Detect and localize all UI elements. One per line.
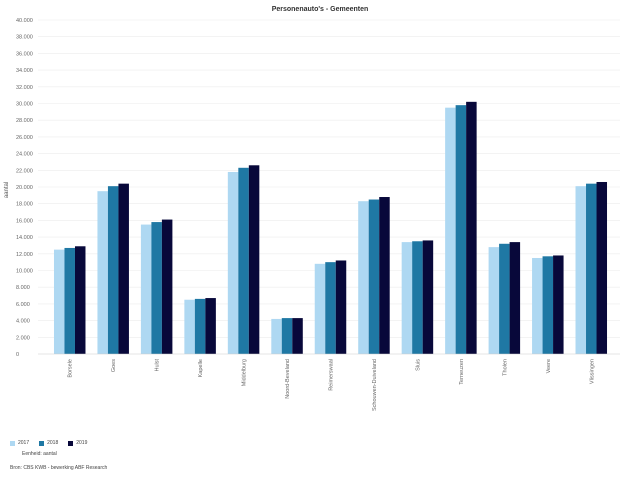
- chart-title: Personenauto's - Gemeenten: [272, 6, 369, 13]
- y-tick-label: 32.000: [16, 85, 33, 91]
- bar-2017-vlissingen[interactable]: [575, 186, 587, 354]
- y-tick-label: 8.000: [16, 285, 30, 291]
- x-tick-label: Vlissingen: [589, 359, 595, 384]
- unit-note: Eenheid: aantal: [22, 451, 57, 457]
- y-tick-label: 22.000: [16, 168, 33, 174]
- y-tick-label: 12.000: [16, 252, 33, 258]
- bar-2018-noord-beveland[interactable]: [281, 318, 293, 354]
- y-tick-label: 38.000: [16, 35, 33, 41]
- x-tick-label: Borsele: [68, 359, 74, 378]
- bar-2019-reimerswaal[interactable]: [335, 260, 347, 354]
- bar-2019-goes[interactable]: [118, 183, 129, 354]
- x-tick-label: Sluis: [415, 359, 421, 371]
- bar-2017-hulst[interactable]: [140, 224, 152, 354]
- x-tick-label: Veere: [546, 359, 552, 373]
- y-axis-label: aantal: [4, 182, 10, 198]
- bar-2017-reimerswaal[interactable]: [314, 263, 326, 354]
- bar-2017-middelburg[interactable]: [227, 171, 239, 354]
- x-axis-ticks: Borsele Goes Hulst Kapelle Middelburg Noord-B…: [68, 359, 596, 411]
- bar-2019-borsele[interactable]: [74, 246, 86, 354]
- legend-label-2018: 2018: [47, 440, 59, 446]
- legend-swatch-2017: [10, 440, 15, 446]
- bar-2018-veere[interactable]: [542, 256, 554, 354]
- bar-2019-middelburg[interactable]: [248, 165, 260, 354]
- bar-2018-borsele[interactable]: [64, 247, 75, 354]
- bar-2017-tholen[interactable]: [488, 247, 500, 354]
- legend-swatch-2019: [68, 440, 74, 446]
- y-tick-label: 34.000: [16, 68, 33, 74]
- bar-2017-sluis[interactable]: [401, 242, 413, 354]
- y-tick-label: 16.000: [16, 218, 33, 224]
- y-tick-label: 10.000: [16, 269, 33, 275]
- x-tick-label: Reimerswaal: [329, 359, 335, 391]
- bar-2019-veere[interactable]: [553, 255, 564, 354]
- y-tick-label: 0: [16, 352, 19, 358]
- x-tick-label: Goes: [111, 359, 117, 372]
- x-tick-label: Hulst: [155, 359, 161, 372]
- y-tick-label: 4.000: [16, 319, 30, 325]
- bar-2019-schouwen-duiveland[interactable]: [379, 197, 390, 354]
- bar-2017-noord-beveland[interactable]: [271, 318, 282, 354]
- bar-2017-terneuzen[interactable]: [445, 107, 456, 354]
- bar-2019-hulst[interactable]: [161, 219, 173, 354]
- y-tick-label: 24.000: [16, 152, 33, 158]
- y-tick-label: 26.000: [16, 135, 33, 141]
- bar-2018-hulst[interactable]: [151, 222, 162, 354]
- y-tick-label: 14.000: [16, 235, 33, 241]
- bars: [53, 101, 608, 355]
- bar-2018-terneuzen[interactable]: [455, 105, 467, 354]
- bar-chart: Personenauto's - Gemeenten aantal 0 2.000…: [4, 6, 620, 411]
- bar-2019-tholen[interactable]: [509, 242, 521, 354]
- y-tick-label: 18.000: [16, 202, 33, 208]
- y-tick-label: 2.000: [16, 335, 30, 341]
- bar-2017-kapelle[interactable]: [184, 299, 195, 354]
- legend-swatch-2018: [39, 440, 45, 446]
- legend-label-2019: 2019: [76, 440, 88, 446]
- source-note: Bron: CBS KWB - bewerking ABF Research: [10, 465, 108, 471]
- x-tick-label: Middelburg: [242, 359, 248, 386]
- y-tick-label: 28.000: [16, 118, 33, 124]
- bar-2017-veere[interactable]: [532, 257, 543, 354]
- bar-2019-vlissingen[interactable]: [596, 181, 608, 354]
- legend-item-2017[interactable]: 2017: [10, 440, 29, 446]
- y-tick-label: 30.000: [16, 102, 33, 108]
- bar-2018-vlissingen[interactable]: [586, 183, 597, 354]
- bar-2019-terneuzen[interactable]: [466, 101, 477, 354]
- y-tick-label: 40.000: [16, 18, 33, 24]
- bar-2018-schouwen-duiveland[interactable]: [368, 199, 380, 354]
- bar-2017-goes[interactable]: [97, 191, 108, 354]
- x-tick-label: Kapelle: [198, 359, 204, 377]
- bar-2018-kapelle[interactable]: [194, 298, 206, 354]
- legend-item-2019[interactable]: 2019: [68, 440, 87, 446]
- bar-2019-noord-beveland[interactable]: [292, 318, 303, 354]
- bar-2017-schouwen-duiveland[interactable]: [358, 201, 369, 354]
- x-tick-label: Tholen: [502, 359, 508, 376]
- gridlines: [38, 19, 620, 338]
- y-axis-ticks: 0 2.000 4.000 6.000 8.000 10.000 12.000 14.000 1…: [16, 18, 33, 358]
- bar-2018-middelburg[interactable]: [238, 167, 249, 354]
- y-tick-label: 36.000: [16, 51, 33, 57]
- y-tick-label: 6.000: [16, 302, 30, 308]
- bar-2017-borsele[interactable]: [53, 249, 65, 355]
- bar-2019-kapelle[interactable]: [205, 298, 216, 354]
- x-tick-label: Schouwen-Duiveland: [372, 359, 378, 411]
- x-tick-label: Terneuzen: [459, 359, 465, 385]
- x-tick-label: Noord-Beveland: [285, 359, 291, 399]
- legend-label-2017: 2017: [18, 440, 30, 446]
- bar-2018-sluis[interactable]: [412, 241, 423, 354]
- bar-2019-sluis[interactable]: [422, 240, 434, 354]
- y-tick-label: 20.000: [16, 185, 33, 191]
- legend-item-2018[interactable]: 2018: [39, 440, 58, 446]
- bar-2018-reimerswaal[interactable]: [325, 262, 336, 354]
- legend: 2017 2018 2019: [10, 440, 87, 446]
- bar-2018-goes[interactable]: [107, 186, 119, 354]
- bar-2018-tholen[interactable]: [499, 243, 510, 354]
